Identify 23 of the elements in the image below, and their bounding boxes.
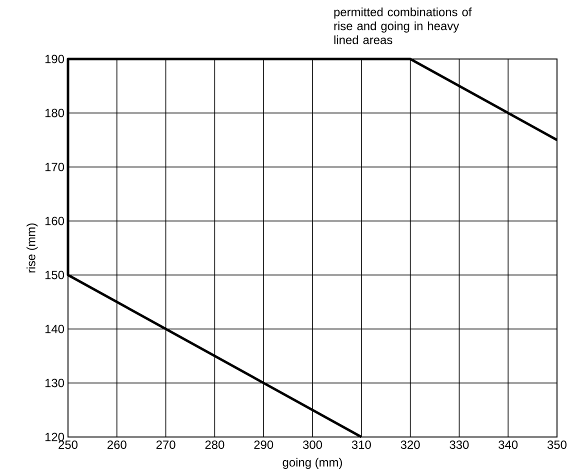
- x-tick-label: 250: [58, 440, 78, 449]
- x-tick-label: 330: [450, 440, 469, 449]
- y-tick-label: 180: [45, 108, 64, 118]
- x-tick-label: 280: [205, 440, 224, 449]
- x-tick-label: 300: [302, 440, 322, 449]
- y-tick-label: 160: [45, 216, 64, 226]
- x-tick-label: 260: [108, 440, 126, 449]
- y-tick-label: 120: [45, 432, 64, 442]
- x-tick-label: 320: [400, 440, 420, 449]
- y-axis-title: rise (mm): [26, 224, 38, 272]
- y-tick-label: 190: [45, 54, 64, 64]
- text: permitted combinations of rise and going in heavy lined areas: [334, 8, 472, 44]
- y-tick-label: 150: [45, 270, 64, 280]
- y-tick-label: 170: [45, 162, 64, 172]
- x-tick-label: 310: [352, 440, 371, 449]
- x-tick-label: 350: [547, 440, 567, 449]
- y-tick-label: 140: [45, 324, 64, 334]
- x-tick-label: 290: [254, 440, 274, 449]
- line-series: [66, 58, 558, 438]
- y-tick-label: 130: [45, 378, 64, 388]
- x-tick-label: 340: [498, 440, 518, 449]
- x-axis-title: going (mm): [282, 458, 342, 469]
- x-tick-label: 270: [156, 440, 176, 449]
